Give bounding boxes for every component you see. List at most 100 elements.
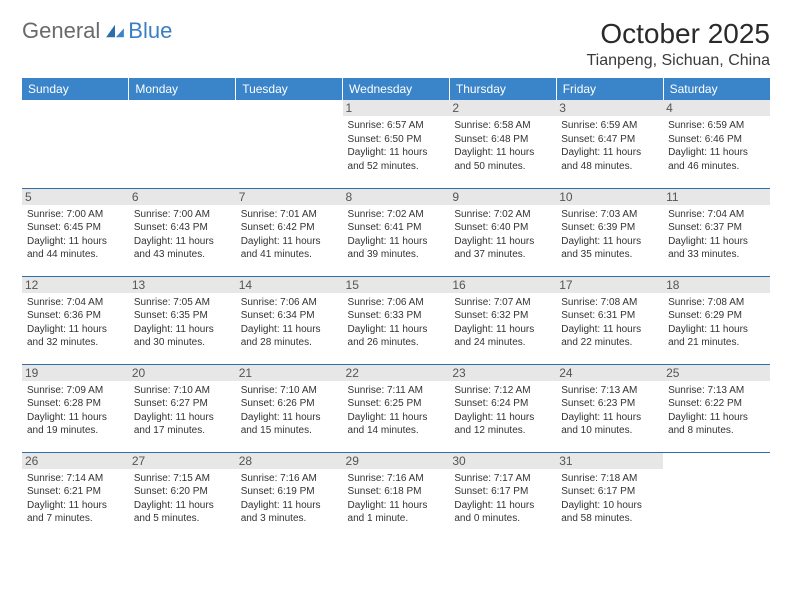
calendar-cell: 9 Sunrise: 7:02 AMSunset: 6:40 PMDaylight… — [449, 188, 556, 276]
calendar-cell: 8 Sunrise: 7:02 AMSunset: 6:41 PMDaylight… — [343, 188, 450, 276]
day-number: 22 — [343, 365, 450, 381]
day-number: 2 — [449, 100, 556, 116]
weekday-header: Thursday — [449, 78, 556, 100]
day-number: 14 — [236, 277, 343, 293]
day-details: Sunrise: 7:16 AMSunset: 6:18 PMDaylight:… — [348, 472, 445, 526]
calendar-cell: 2 Sunrise: 6:58 AMSunset: 6:48 PMDaylight… — [449, 100, 556, 188]
calendar-cell: 25Sunrise: 7:13 AMSunset: 6:22 PMDayligh… — [663, 364, 770, 452]
calendar-cell — [236, 100, 343, 188]
day-details: Sunrise: 7:02 AMSunset: 6:41 PMDaylight:… — [348, 208, 445, 262]
day-details: Sunrise: 7:10 AMSunset: 6:26 PMDaylight:… — [241, 384, 338, 438]
logo-text-blue: Blue — [128, 18, 172, 44]
calendar-page: General Blue October 2025 Tianpeng, Sich… — [0, 0, 792, 558]
day-number: 9 — [449, 189, 556, 205]
day-details: Sunrise: 7:06 AMSunset: 6:34 PMDaylight:… — [241, 296, 338, 350]
title-block: October 2025 Tianpeng, Sichuan, China — [586, 18, 770, 70]
calendar-cell: 21 Sunrise: 7:10 AMSunset: 6:26 PMDayligh… — [236, 364, 343, 452]
day-number: 13 — [129, 277, 236, 293]
day-details: Sunrise: 7:00 AMSunset: 6:45 PMDaylight:… — [27, 208, 124, 262]
calendar-cell: 10 Sunrise: 7:03 AMSunset: 6:39 PMDayligh… — [556, 188, 663, 276]
day-number: 7 — [236, 189, 343, 205]
calendar-cell: 31Sunrise: 7:18 AMSunset: 6:17 PMDayligh… — [556, 452, 663, 540]
day-details: Sunrise: 7:02 AMSunset: 6:40 PMDaylight:… — [454, 208, 551, 262]
day-number: 26 — [22, 453, 129, 469]
day-details: Sunrise: 7:14 AMSunset: 6:21 PMDaylight:… — [27, 472, 124, 526]
weekday-header: Sunday — [22, 78, 129, 100]
day-details: Sunrise: 7:15 AMSunset: 6:20 PMDaylight:… — [134, 472, 231, 526]
day-number: 21 — [236, 365, 343, 381]
calendar-week-row: 5 Sunrise: 7:00 AMSunset: 6:45 PMDaylight… — [22, 188, 770, 276]
calendar-cell: 27 Sunrise: 7:15 AMSunset: 6:20 PMDayligh… — [129, 452, 236, 540]
day-number: 30 — [449, 453, 556, 469]
day-details: Sunrise: 7:16 AMSunset: 6:19 PMDaylight:… — [241, 472, 338, 526]
day-number: 18 — [663, 277, 770, 293]
day-number: 29 — [343, 453, 450, 469]
day-number: 3 — [556, 100, 663, 116]
day-number: 5 — [22, 189, 129, 205]
calendar-cell: 15 Sunrise: 7:06 AMSunset: 6:33 PMDayligh… — [343, 276, 450, 364]
calendar-cell: 20 Sunrise: 7:10 AMSunset: 6:27 PMDayligh… — [129, 364, 236, 452]
calendar-cell: 13Sunrise: 7:05 AMSunset: 6:35 PMDayligh… — [129, 276, 236, 364]
day-number: 19 — [22, 365, 129, 381]
day-number: 6 — [129, 189, 236, 205]
calendar-cell: 11 Sunrise: 7:04 AMSunset: 6:37 PMDayligh… — [663, 188, 770, 276]
day-details: Sunrise: 7:03 AMSunset: 6:39 PMDaylight:… — [561, 208, 658, 262]
day-number: 24 — [556, 365, 663, 381]
day-details: Sunrise: 7:06 AMSunset: 6:33 PMDaylight:… — [348, 296, 445, 350]
calendar-cell: 26 Sunrise: 7:14 AMSunset: 6:21 PMDayligh… — [22, 452, 129, 540]
calendar-cell: 30 Sunrise: 7:17 AMSunset: 6:17 PMDayligh… — [449, 452, 556, 540]
calendar-table: SundayMondayTuesdayWednesdayThursdayFrid… — [22, 78, 770, 540]
day-number: 11 — [663, 189, 770, 205]
day-details: Sunrise: 6:59 AMSunset: 6:47 PMDaylight:… — [561, 119, 658, 173]
calendar-cell: 16 Sunrise: 7:07 AMSunset: 6:32 PMDayligh… — [449, 276, 556, 364]
day-details: Sunrise: 7:13 AMSunset: 6:23 PMDaylight:… — [561, 384, 658, 438]
calendar-week-row: 12Sunrise: 7:04 AMSunset: 6:36 PMDayligh… — [22, 276, 770, 364]
day-details: Sunrise: 7:08 AMSunset: 6:31 PMDaylight:… — [561, 296, 658, 350]
day-details: Sunrise: 7:04 AMSunset: 6:37 PMDaylight:… — [668, 208, 765, 262]
day-number: 28 — [236, 453, 343, 469]
calendar-cell — [129, 100, 236, 188]
day-details: Sunrise: 7:13 AMSunset: 6:22 PMDaylight:… — [668, 384, 765, 438]
calendar-cell: 24 Sunrise: 7:13 AMSunset: 6:23 PMDayligh… — [556, 364, 663, 452]
weekday-header: Friday — [556, 78, 663, 100]
day-number: 15 — [343, 277, 450, 293]
day-number: 16 — [449, 277, 556, 293]
calendar-cell: 28 Sunrise: 7:16 AMSunset: 6:19 PMDayligh… — [236, 452, 343, 540]
header: General Blue October 2025 Tianpeng, Sich… — [22, 18, 770, 70]
day-number: 23 — [449, 365, 556, 381]
month-title: October 2025 — [586, 18, 770, 50]
calendar-cell: 12Sunrise: 7:04 AMSunset: 6:36 PMDayligh… — [22, 276, 129, 364]
calendar-body: 1Sunrise: 6:57 AMSunset: 6:50 PMDaylight… — [22, 100, 770, 540]
calendar-cell: 19 Sunrise: 7:09 AMSunset: 6:28 PMDayligh… — [22, 364, 129, 452]
weekday-header: Wednesday — [343, 78, 450, 100]
day-number: 27 — [129, 453, 236, 469]
day-number: 10 — [556, 189, 663, 205]
logo-text-general: General — [22, 18, 100, 44]
weekday-header: Tuesday — [236, 78, 343, 100]
day-details: Sunrise: 7:17 AMSunset: 6:17 PMDaylight:… — [454, 472, 551, 526]
calendar-cell: 29 Sunrise: 7:16 AMSunset: 6:18 PMDayligh… — [343, 452, 450, 540]
calendar-week-row: 19 Sunrise: 7:09 AMSunset: 6:28 PMDayligh… — [22, 364, 770, 452]
day-details: Sunrise: 7:10 AMSunset: 6:27 PMDaylight:… — [134, 384, 231, 438]
calendar-cell: 14 Sunrise: 7:06 AMSunset: 6:34 PMDayligh… — [236, 276, 343, 364]
calendar-cell: 1Sunrise: 6:57 AMSunset: 6:50 PMDaylight… — [343, 100, 450, 188]
logo-sail-icon — [104, 23, 126, 39]
day-details: Sunrise: 7:00 AMSunset: 6:43 PMDaylight:… — [134, 208, 231, 262]
day-number: 12 — [22, 277, 129, 293]
weekday-header: Saturday — [663, 78, 770, 100]
day-number: 8 — [343, 189, 450, 205]
weekday-header: Monday — [129, 78, 236, 100]
day-details: Sunrise: 6:58 AMSunset: 6:48 PMDaylight:… — [454, 119, 551, 173]
calendar-cell: 22 Sunrise: 7:11 AMSunset: 6:25 PMDayligh… — [343, 364, 450, 452]
calendar-header-row: SundayMondayTuesdayWednesdayThursdayFrid… — [22, 78, 770, 100]
day-details: Sunrise: 7:09 AMSunset: 6:28 PMDaylight:… — [27, 384, 124, 438]
logo: General Blue — [22, 18, 172, 44]
day-details: Sunrise: 7:01 AMSunset: 6:42 PMDaylight:… — [241, 208, 338, 262]
day-details: Sunrise: 7:08 AMSunset: 6:29 PMDaylight:… — [668, 296, 765, 350]
day-number: 20 — [129, 365, 236, 381]
calendar-cell: 17Sunrise: 7:08 AMSunset: 6:31 PMDayligh… — [556, 276, 663, 364]
calendar-cell: 23 Sunrise: 7:12 AMSunset: 6:24 PMDayligh… — [449, 364, 556, 452]
day-details: Sunrise: 7:07 AMSunset: 6:32 PMDaylight:… — [454, 296, 551, 350]
day-details: Sunrise: 7:11 AMSunset: 6:25 PMDaylight:… — [348, 384, 445, 438]
day-details: Sunrise: 7:12 AMSunset: 6:24 PMDaylight:… — [454, 384, 551, 438]
